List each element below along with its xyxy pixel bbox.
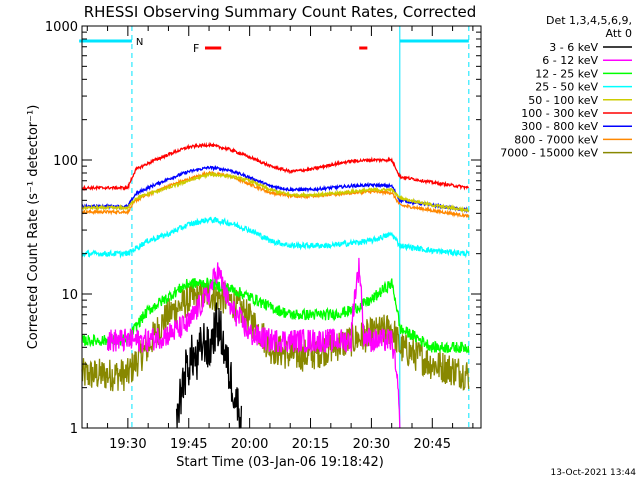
- y-tick-label: 100: [53, 154, 78, 169]
- legend-entry: 300 - 800 keV: [521, 120, 632, 133]
- legend-label: 12 - 25 keV: [535, 67, 598, 80]
- plot-frame: [81, 25, 482, 429]
- legend-label: 6 - 12 keV: [542, 54, 598, 67]
- x-tick-label: 19:30: [109, 437, 146, 452]
- legend-entry: 12 - 25 keV: [535, 67, 632, 80]
- legend-label: 7000 - 15000 keV: [500, 147, 598, 160]
- series-line-1: [175, 302, 243, 429]
- legend-label: 100 - 300 keV: [521, 107, 598, 120]
- legend-entry: 25 - 50 keV: [535, 81, 632, 94]
- night-label: N: [136, 37, 143, 48]
- chart-title: RHESSI Observing Summary Count Rates, Co…: [84, 3, 477, 21]
- legend-label: 300 - 800 keV: [521, 120, 598, 133]
- y-tick-label: 1000: [45, 20, 78, 35]
- axes: 1 10 100 1000 19:30 19:45 20:00 20:15 20:30 20:45: [45, 20, 482, 452]
- footer-timestamp: 13-Oct-2021 13:44: [551, 468, 637, 478]
- series-line-2: [106, 257, 401, 429]
- series-line-4: [81, 216, 470, 259]
- legend-title-line1: Det 1,3,4,5,6,9,: [546, 14, 632, 27]
- x-tick-label: 20:30: [353, 437, 390, 452]
- series-layer: [81, 141, 470, 429]
- legend-entry: 100 - 300 keV: [521, 107, 632, 120]
- y-tick-label: 1: [70, 422, 78, 437]
- legend-label: 3 - 6 keV: [549, 41, 598, 54]
- legend-label: 800 - 7000 keV: [514, 133, 598, 146]
- legend-entry: 800 - 7000 keV: [514, 133, 632, 146]
- y-axis-label: Corrected Count Rate (s⁻¹ detector⁻¹): [26, 105, 41, 350]
- series-line-3: [81, 276, 470, 354]
- legend-label: 50 - 100 keV: [528, 94, 598, 107]
- flare-label: F: [193, 42, 199, 55]
- legend-entry: 3 - 6 keV: [549, 41, 632, 54]
- y-tick-label: 10: [61, 288, 78, 303]
- x-tick-label: 20:15: [292, 437, 329, 452]
- legend-entry: 6 - 12 keV: [542, 54, 632, 67]
- series-line-5: [81, 170, 470, 213]
- series-line-7: [81, 164, 470, 214]
- x-tick-label: 20:00: [231, 437, 268, 452]
- series-line-6: [81, 141, 470, 192]
- legend-label: 25 - 50 keV: [535, 81, 598, 94]
- legend-title-line2: Att 0: [606, 27, 632, 40]
- x-axis-label: Start Time (03-Jan-06 19:18:42): [176, 455, 384, 470]
- legend-entry: 7000 - 15000 keV: [500, 147, 632, 160]
- x-tick-label: 19:45: [170, 437, 207, 452]
- legend-entry: 50 - 100 keV: [528, 94, 632, 107]
- x-tick-label: 20:45: [414, 437, 451, 452]
